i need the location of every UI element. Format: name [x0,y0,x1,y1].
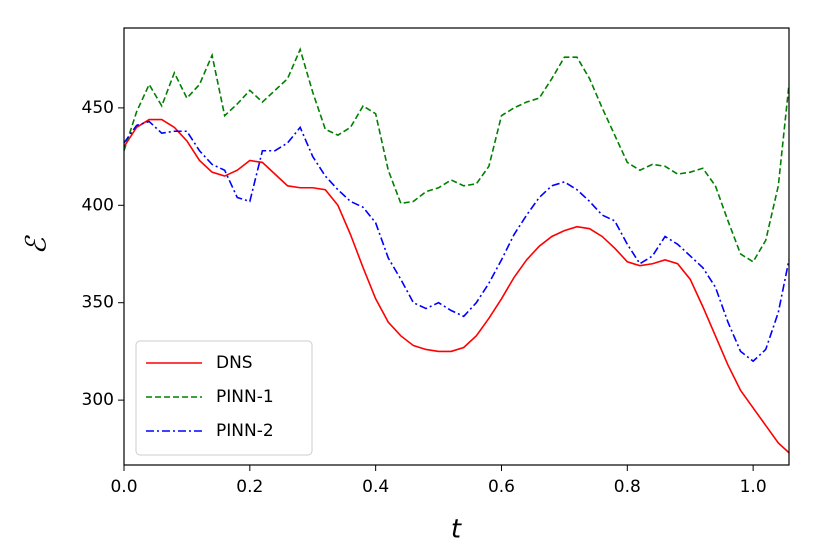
legend-label: PINN-1 [216,387,274,407]
y-tick-label: 400 [82,195,114,215]
data-line [124,118,789,454]
x-tick-label: 1.0 [740,477,767,497]
data-line [124,47,789,263]
x-tick-label: 0.4 [362,477,389,497]
x-axis-label: t [451,515,462,545]
plot-frame [123,27,790,466]
x-tick-label: 0.0 [110,477,137,497]
y-axis-label: ℰ [20,234,53,254]
data-line [124,120,789,363]
x-tick-label: 0.6 [488,477,515,497]
legend-label: DNS [216,353,253,373]
legend-box [135,340,313,456]
y-tick-label: 450 [82,98,114,118]
x-tick-label: 0.8 [614,477,641,497]
legend-label: PINN-2 [216,421,274,441]
x-tick-label: 0.2 [236,477,263,497]
y-tick-label: 350 [82,293,114,313]
y-tick-label: 300 [82,390,114,410]
